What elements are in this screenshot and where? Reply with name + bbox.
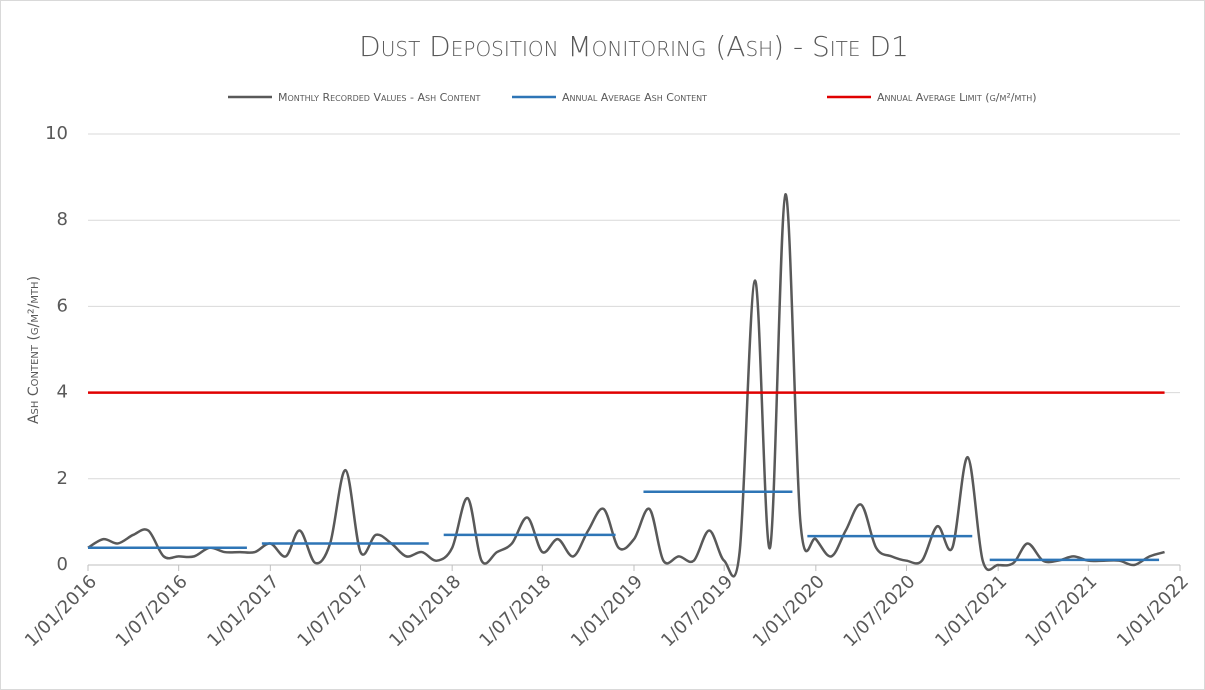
y-tick-label: 10 xyxy=(45,123,68,144)
legend-label: Annual Average Ash Content xyxy=(562,91,707,104)
chart-title: Dust Deposition Monitoring (Ash) - Site … xyxy=(359,30,909,63)
y-tick-label: 8 xyxy=(57,209,68,230)
legend-label: Monthly Recorded Values - Ash Content xyxy=(278,91,480,104)
legend-label: Annual Average Limit (g/m²/mth) xyxy=(877,91,1037,104)
y-axis-label: Ash Content (g/m²/mth) xyxy=(26,276,42,424)
y-tick-label: 2 xyxy=(57,468,68,489)
y-tick-label: 0 xyxy=(57,554,68,575)
y-tick-label: 4 xyxy=(57,382,68,403)
y-tick-label: 6 xyxy=(57,295,68,316)
series-line xyxy=(87,193,1165,578)
